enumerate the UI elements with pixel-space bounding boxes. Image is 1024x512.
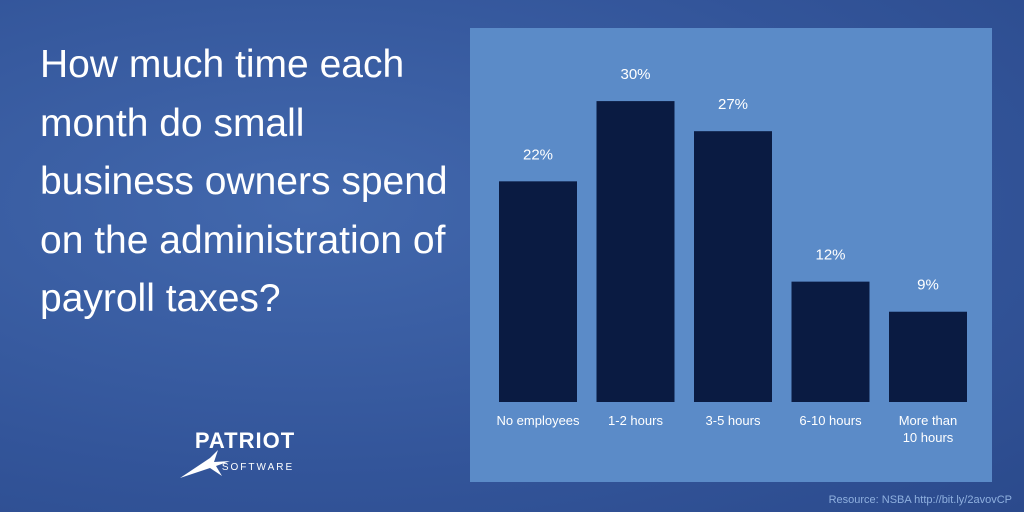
chart: 22% 30% 27% 12% 9% [499, 66, 967, 402]
value-label: 27% [718, 96, 748, 113]
bar [499, 181, 577, 402]
value-label: 12% [815, 247, 845, 264]
logo-tagline: SOFTWARE [222, 462, 294, 473]
bar [791, 281, 870, 402]
x-tick-label: 3-5 hours [705, 413, 761, 428]
x-tick-label: 6-10 hours [799, 413, 862, 428]
logo-star [180, 450, 230, 478]
bar [596, 101, 675, 402]
x-tick-label: 1-2 hours [608, 413, 663, 428]
x-tick-label: No employees [496, 413, 580, 428]
value-label: 30% [620, 66, 650, 83]
source-note: Resource: NSBA http://bit.ly/2avovCP [828, 494, 1012, 506]
chart-panel: 22% 30% 27% 12% 9% No employees 1-2 hours 3-5 … [470, 28, 992, 482]
value-label: 22% [523, 146, 553, 163]
bar [889, 311, 967, 402]
logo-name: PATRIOT [195, 428, 295, 453]
chart-title: How much time each month do small busine… [40, 43, 448, 320]
value-label: 9% [917, 277, 939, 294]
logo: PATRIOT SOFTWARE [180, 428, 295, 478]
bar [694, 131, 772, 402]
x-tick-label: More than 10 hours [898, 413, 958, 445]
